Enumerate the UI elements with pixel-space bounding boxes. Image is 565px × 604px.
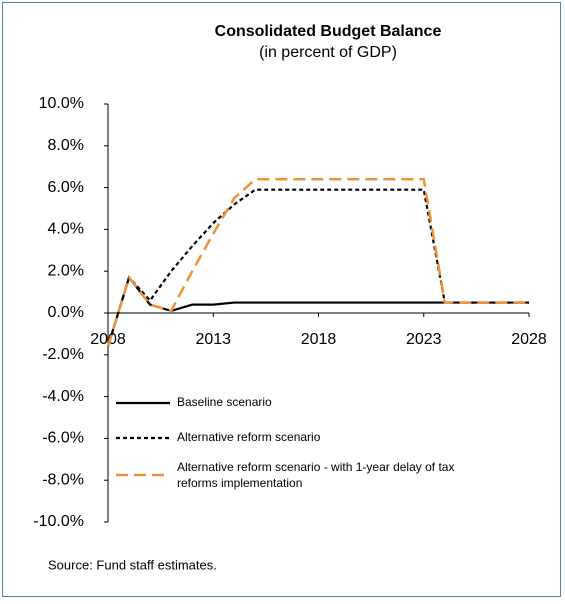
x-tick-label: 2008 bbox=[90, 331, 126, 348]
y-tick-label: -6.0% bbox=[42, 430, 84, 447]
y-tick-label: 10.0% bbox=[39, 95, 84, 112]
frame bbox=[2, 2, 561, 597]
y-tick-label: -4.0% bbox=[42, 388, 84, 405]
chart-title: Consolidated Budget Balance bbox=[215, 23, 442, 40]
y-tick-label: -10.0% bbox=[33, 513, 84, 530]
y-tick-label: 0.0% bbox=[48, 304, 84, 321]
y-tick-label: 2.0% bbox=[48, 262, 84, 279]
legend-label: Alternative reform scenario - with 1-yea… bbox=[177, 460, 454, 490]
legend-label: Baseline scenario bbox=[177, 395, 272, 409]
source-note: Source: Fund staff estimates. bbox=[48, 557, 217, 572]
y-tick-label: 6.0% bbox=[48, 179, 84, 196]
y-tick-label: 8.0% bbox=[48, 137, 84, 154]
x-tick-label: 2028 bbox=[511, 331, 547, 348]
x-tick-label: 2018 bbox=[301, 331, 337, 348]
series-line bbox=[106, 188, 529, 347]
legend-label: Alternative reform scenario bbox=[177, 430, 321, 444]
y-tick-label: -8.0% bbox=[42, 471, 84, 488]
y-tick-label: 4.0% bbox=[48, 221, 84, 238]
y-tick-label: -2.0% bbox=[42, 346, 84, 363]
x-tick-label: 2023 bbox=[406, 331, 442, 348]
x-tick-label: 2013 bbox=[195, 331, 231, 348]
series-line bbox=[106, 177, 529, 347]
chart-subtitle: (in percent of GDP) bbox=[259, 44, 397, 61]
